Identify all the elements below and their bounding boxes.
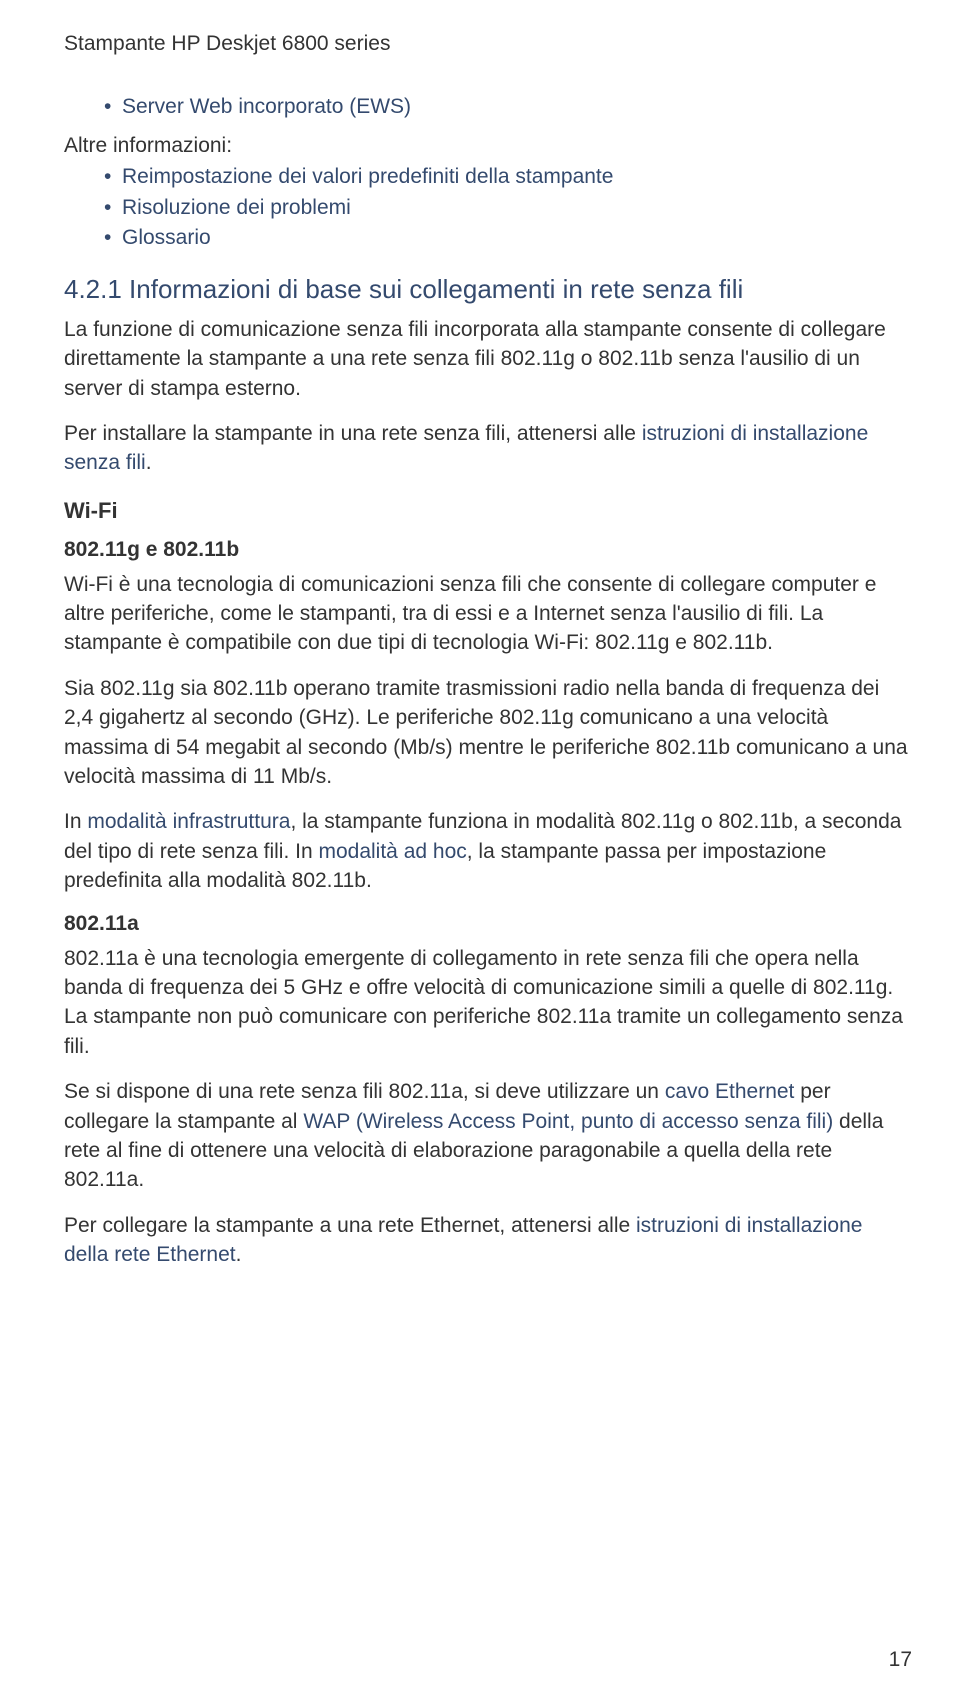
text-run: Per installare la stampante in una rete … [64, 422, 642, 445]
link-risoluzione[interactable]: Risoluzione dei problemi [122, 196, 351, 219]
link-ews[interactable]: Server Web incorporato (EWS) [122, 95, 411, 118]
list-item: Server Web incorporato (EWS) [104, 92, 912, 122]
heading-80211gb: 802.11g e 802.11b [64, 538, 912, 562]
paragraph: In modalità infrastruttura, la stampante… [64, 807, 912, 895]
text-run: . [146, 451, 152, 474]
list-item: Reimpostazione dei valori predefiniti de… [104, 162, 912, 192]
paragraph: Wi-Fi è una tecnologia di comunicazioni … [64, 570, 912, 658]
page-number: 17 [889, 1648, 912, 1672]
subheading-altre: Altre informazioni: [64, 134, 912, 158]
list-item: Glossario [104, 223, 912, 253]
heading-wifi: Wi-Fi [64, 498, 912, 524]
link-reimpostazione[interactable]: Reimpostazione dei valori predefiniti de… [122, 165, 613, 188]
document-page: Stampante HP Deskjet 6800 series Server … [0, 0, 960, 1696]
top-list: Server Web incorporato (EWS) [64, 92, 912, 122]
paragraph: Sia 802.11g sia 802.11b operano tramite … [64, 674, 912, 792]
paragraph: Per collegare la stampante a una rete Et… [64, 1211, 912, 1270]
document-header: Stampante HP Deskjet 6800 series [64, 32, 912, 56]
text-run: In [64, 810, 87, 833]
text-run: Se si dispone di una rete senza fili 802… [64, 1080, 665, 1103]
text-run: . [236, 1243, 242, 1266]
paragraph: Se si dispone di una rete senza fili 802… [64, 1077, 912, 1195]
link-modalita-adhoc[interactable]: modalità ad hoc [318, 840, 466, 863]
link-glossario[interactable]: Glossario [122, 226, 211, 249]
link-cavo-ethernet[interactable]: cavo Ethernet [665, 1080, 795, 1103]
paragraph: Per installare la stampante in una rete … [64, 419, 912, 478]
text-run: Per collegare la stampante a una rete Et… [64, 1214, 636, 1237]
link-modalita-infrastruttura[interactable]: modalità infrastruttura [87, 810, 290, 833]
sub-list: Reimpostazione dei valori predefiniti de… [64, 162, 912, 253]
paragraph: La funzione di comunicazione senza fili … [64, 315, 912, 403]
heading-80211a: 802.11a [64, 912, 912, 936]
list-item: Risoluzione dei problemi [104, 193, 912, 223]
link-wap[interactable]: WAP (Wireless Access Point, punto di acc… [303, 1110, 833, 1133]
paragraph: 802.11a è una tecnologia emergente di co… [64, 944, 912, 1062]
section-heading-421: 4.2.1 Informazioni di base sui collegame… [64, 274, 912, 305]
